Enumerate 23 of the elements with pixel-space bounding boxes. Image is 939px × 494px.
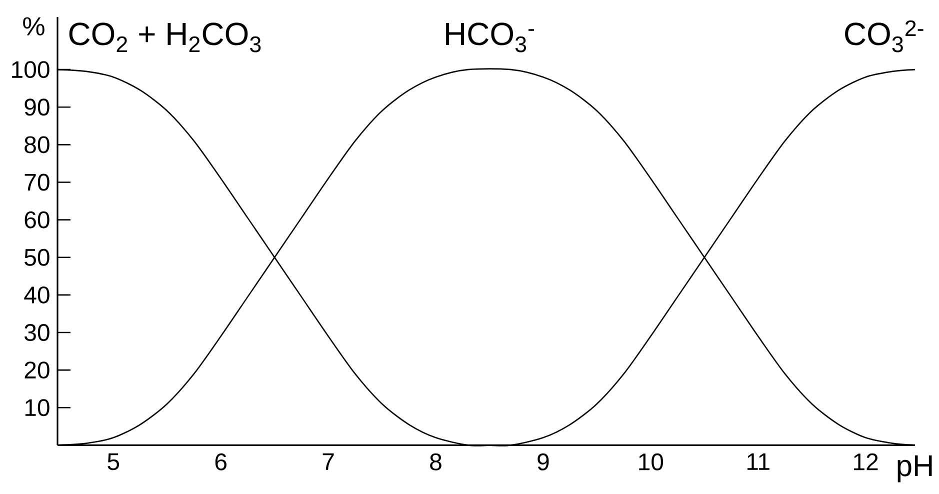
y-tick-label: 30 [24, 324, 50, 341]
x-tick-label: 5 [108, 453, 120, 470]
y-tick-label: 100 [12, 61, 50, 78]
y-tick-label: 10 [25, 399, 50, 416]
y-axis-title: % [23, 17, 44, 36]
series-label: CO$_{3}$2- [845, 20, 924, 52]
x-tick-label: 7 [322, 453, 334, 470]
y-tick-label: 70 [24, 174, 50, 191]
y-tick-label: 80 [24, 136, 50, 154]
y-tick-label: 40 [24, 286, 50, 304]
x-tick-label: 10 [639, 453, 664, 470]
series-label: HCO$_{3}$- [446, 22, 534, 52]
x-axis-title: pH [898, 455, 932, 482]
x-tick-label: 11 [747, 453, 770, 470]
y-tick-label: 60 [24, 211, 50, 228]
series-label: CO$_{2}$ + H$_{2}$CO$_{3}$ [69, 22, 261, 52]
y-tick-label: 90 [24, 98, 50, 116]
x-tick-label: 12 [854, 453, 878, 470]
x-tick-label: 6 [215, 453, 226, 470]
y-tick-label: 50 [24, 248, 50, 266]
y-tick-label: 20 [24, 362, 50, 379]
x-tick-label: 9 [538, 453, 549, 470]
x-tick-label: 8 [430, 453, 442, 470]
